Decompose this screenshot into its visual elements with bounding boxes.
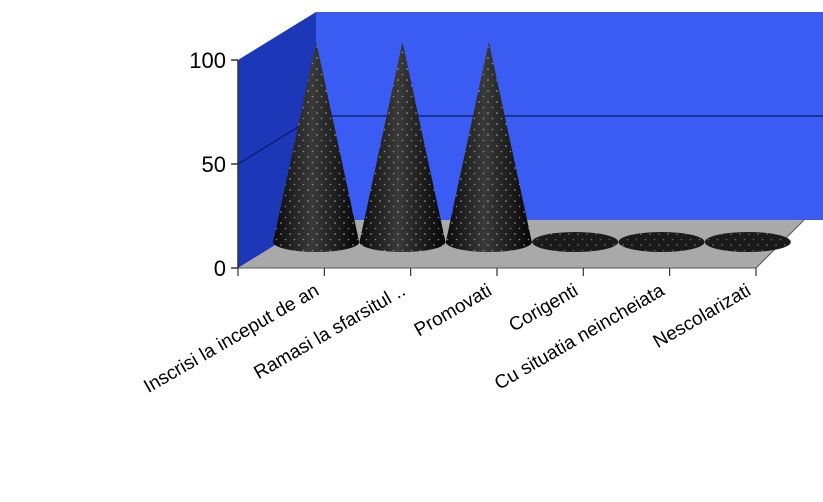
y-tick-label: 100 (189, 48, 226, 73)
cone-bar (704, 232, 791, 252)
cones (273, 42, 791, 252)
y-tick-label: 50 (202, 152, 226, 177)
x-category-label: Promovati (411, 280, 496, 341)
axes (231, 59, 757, 276)
cone-bar (532, 232, 619, 252)
cone-bar (445, 42, 532, 252)
x-category-label: Corigenti (505, 280, 581, 336)
x-category-label: Ramasi la sfarsitul .. (251, 280, 410, 384)
y-tick-label: 0 (214, 256, 226, 281)
x-category-label: Nescolarizati (650, 280, 755, 353)
cone-bar (273, 42, 360, 252)
cone-base-texture (532, 232, 619, 252)
cone-texture (359, 42, 446, 252)
cone-texture (273, 42, 360, 252)
cone-texture (445, 42, 532, 252)
cone-base-texture (618, 232, 705, 252)
cone-base-texture (704, 232, 791, 252)
cone-bar (359, 42, 446, 252)
cone-bar (618, 232, 705, 252)
